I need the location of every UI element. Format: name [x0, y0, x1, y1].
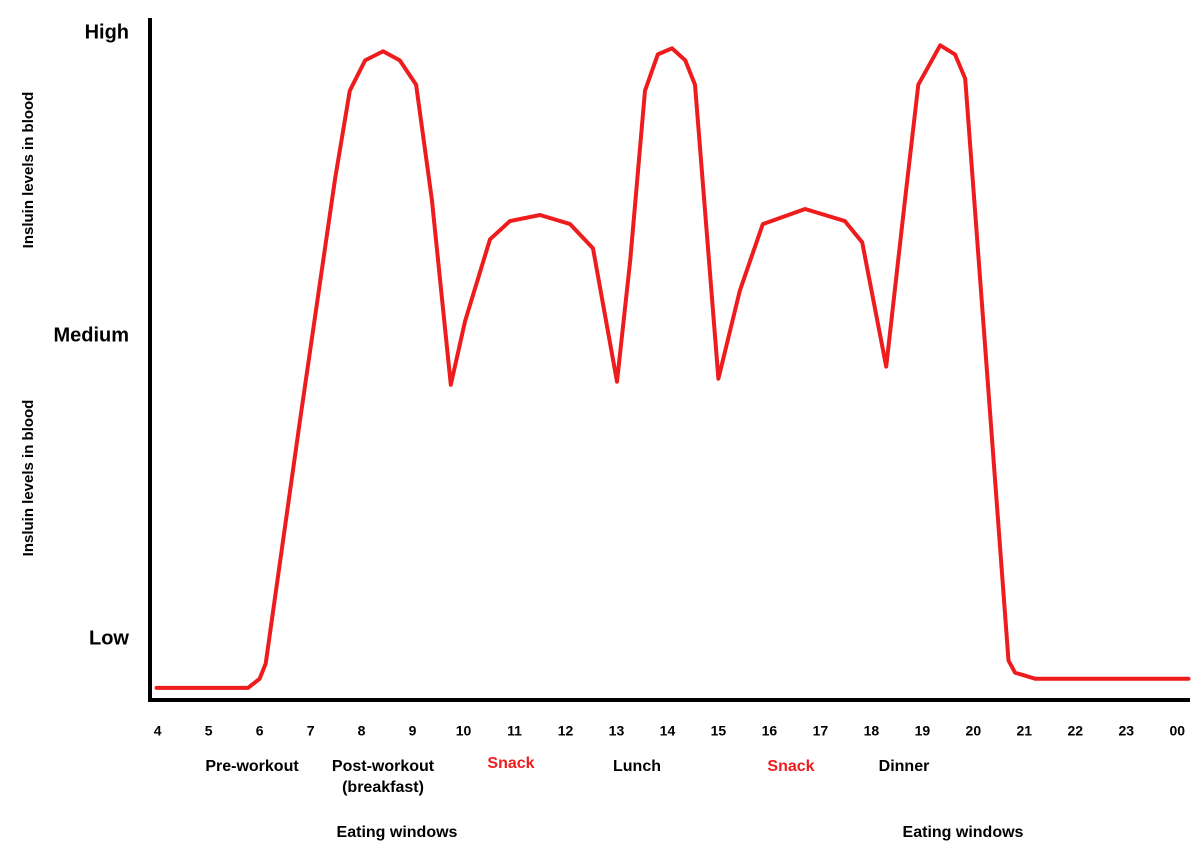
y-tick-label: Medium: [53, 325, 129, 347]
y-axis-label: Insluin levels in blood: [20, 92, 37, 249]
x-tick-label: 21: [1017, 723, 1033, 739]
x-tick-label: 9: [409, 723, 417, 739]
x-tick-label: 5: [205, 723, 213, 739]
x-tick-label: 19: [915, 723, 931, 739]
x-tick-label: 22: [1068, 723, 1084, 739]
annotation: Dinner: [879, 758, 930, 775]
annotation: Lunch: [613, 758, 661, 775]
annotation: (breakfast): [342, 779, 424, 796]
x-tick-label: 6: [256, 723, 264, 739]
annotation: Eating windows: [903, 824, 1024, 841]
x-tick-label: 20: [966, 723, 982, 739]
x-tick-label: 14: [660, 723, 676, 739]
annotation: Snack: [487, 755, 534, 772]
x-tick-label: 11: [507, 723, 522, 739]
x-tick-label: 4: [154, 723, 162, 739]
y-tick-label: High: [85, 21, 129, 43]
annotation: Eating windows: [337, 824, 458, 841]
x-tick-label: 23: [1118, 723, 1134, 739]
x-tick-label: 18: [864, 723, 880, 739]
x-tick-label: 17: [813, 723, 829, 739]
x-tick-label: 00: [1169, 723, 1185, 739]
annotation: Pre-workout: [205, 758, 299, 775]
x-tick-label: 13: [609, 723, 625, 739]
x-tick-label: 8: [358, 723, 366, 739]
x-tick-label: 15: [711, 723, 727, 739]
y-axis-label: Insluin levels in blood: [20, 400, 37, 557]
insulin-line: [154, 43, 1191, 690]
x-tick-label: 10: [456, 723, 472, 739]
x-tick-label: 16: [762, 723, 778, 739]
y-tick-label: Low: [89, 628, 129, 650]
x-tick-label: 7: [307, 723, 315, 739]
annotation: Post-workout: [332, 758, 435, 775]
x-tick-label: 12: [558, 723, 574, 739]
annotation: Snack: [767, 758, 814, 775]
